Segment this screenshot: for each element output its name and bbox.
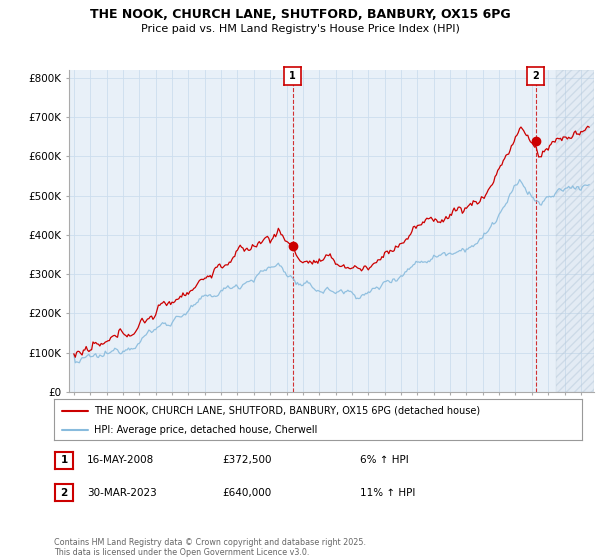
Text: HPI: Average price, detached house, Cherwell: HPI: Average price, detached house, Cher… xyxy=(94,424,317,435)
Text: 2: 2 xyxy=(532,71,539,81)
Text: Price paid vs. HM Land Registry's House Price Index (HPI): Price paid vs. HM Land Registry's House … xyxy=(140,24,460,34)
Text: 1: 1 xyxy=(289,71,296,81)
Text: THE NOOK, CHURCH LANE, SHUTFORD, BANBURY, OX15 6PG: THE NOOK, CHURCH LANE, SHUTFORD, BANBURY… xyxy=(89,8,511,21)
Text: THE NOOK, CHURCH LANE, SHUTFORD, BANBURY, OX15 6PG (detached house): THE NOOK, CHURCH LANE, SHUTFORD, BANBURY… xyxy=(94,405,480,416)
Text: Contains HM Land Registry data © Crown copyright and database right 2025.
This d: Contains HM Land Registry data © Crown c… xyxy=(54,538,366,557)
Text: 2: 2 xyxy=(61,488,68,498)
Text: 16-MAY-2008: 16-MAY-2008 xyxy=(87,455,154,465)
Text: £372,500: £372,500 xyxy=(222,455,271,465)
Text: 6% ↑ HPI: 6% ↑ HPI xyxy=(360,455,409,465)
Text: 1: 1 xyxy=(61,455,68,465)
Text: 30-MAR-2023: 30-MAR-2023 xyxy=(87,488,157,498)
Bar xyxy=(556,70,594,392)
Text: £640,000: £640,000 xyxy=(222,488,271,498)
Text: 11% ↑ HPI: 11% ↑ HPI xyxy=(360,488,415,498)
